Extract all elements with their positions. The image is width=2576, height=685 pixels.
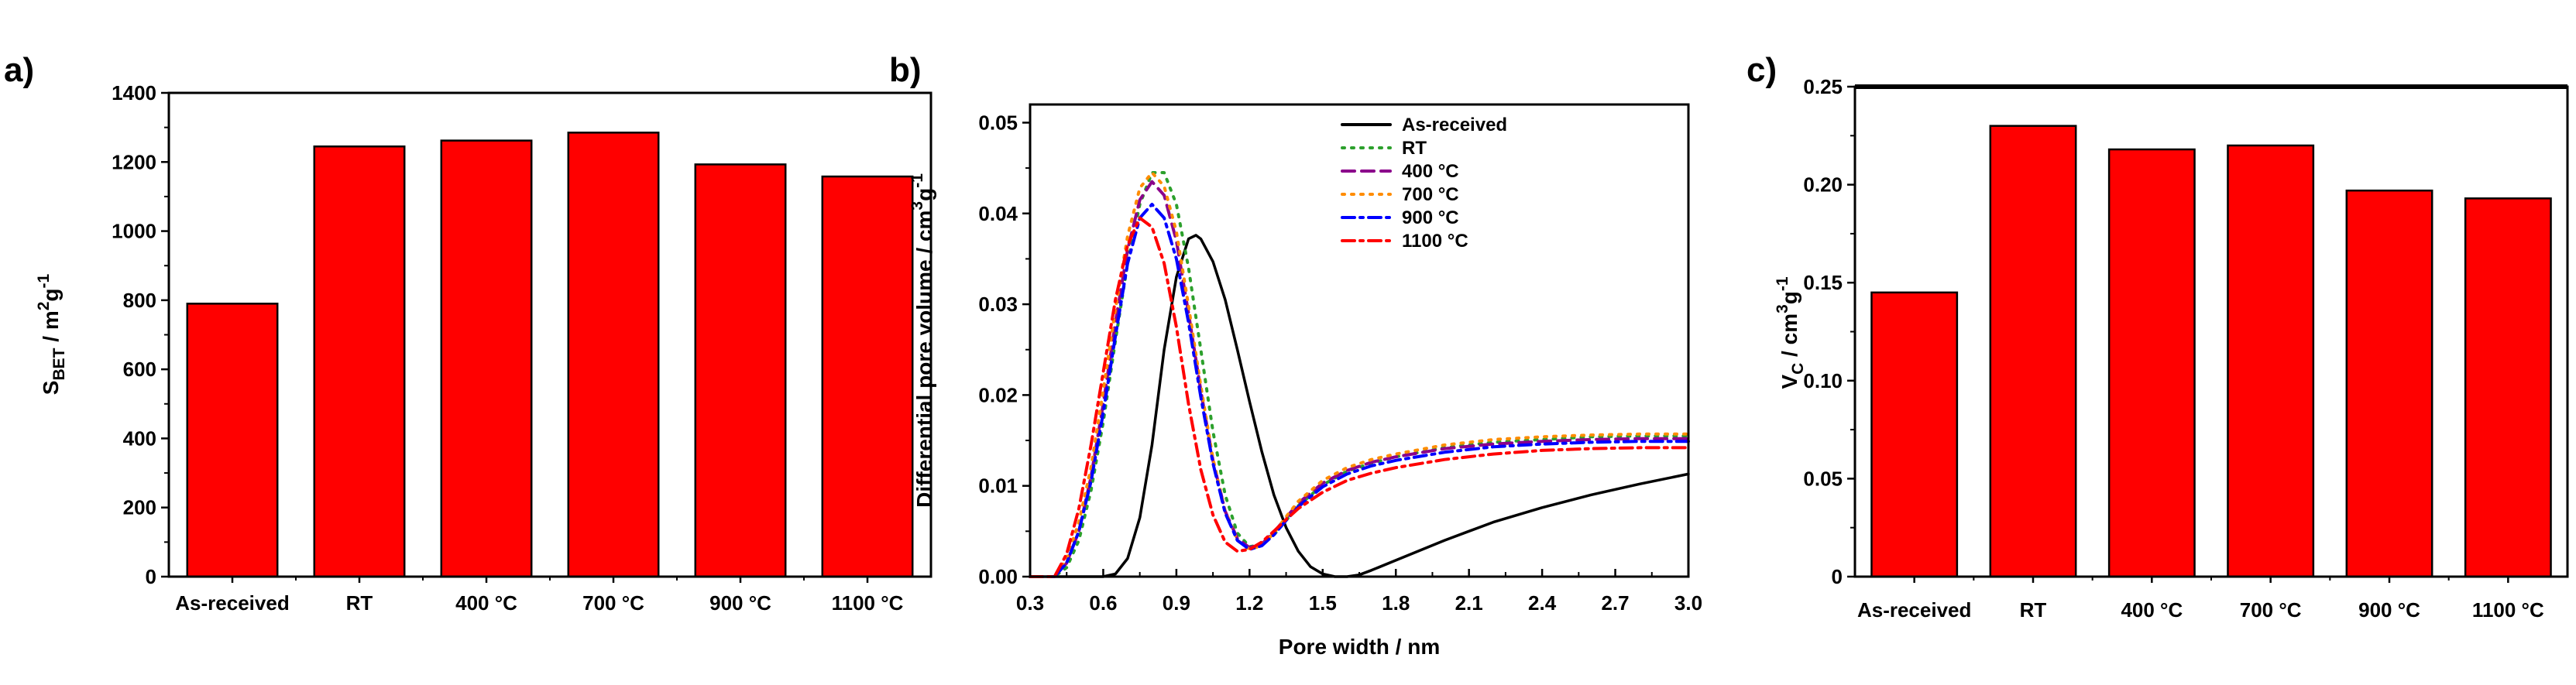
bar-700-c xyxy=(567,132,660,578)
y-tick-label: 0.25 xyxy=(1803,75,1843,98)
legend-label-900-c: 900 °C xyxy=(1402,207,1459,228)
x-tick-label: 1100 °C xyxy=(2472,598,2544,622)
x-tick-label: 1100 °C xyxy=(832,591,904,615)
y-tick-label: 0 xyxy=(1832,565,1843,588)
bar-rt xyxy=(313,145,406,578)
y-tick-label: 0.20 xyxy=(1803,173,1843,197)
y-tick-label: 400 xyxy=(123,426,156,450)
series-line-as-received xyxy=(1029,234,1690,578)
x-tick-label: 900 °C xyxy=(2358,598,2420,622)
y-tick-label: 0.01 xyxy=(978,474,1018,498)
x-tick-label: 2.7 xyxy=(1601,591,1629,615)
x-tick-label: As-received xyxy=(175,591,289,615)
x-tick-label: 400 °C xyxy=(455,591,517,615)
panel-b-x-axis-label: Pore width / nm xyxy=(1279,635,1440,659)
y-tick-label: 600 xyxy=(123,358,156,381)
legend-label-rt: RT xyxy=(1402,138,1427,159)
y-tick-label: 1000 xyxy=(112,220,156,243)
bar-as-received xyxy=(1870,291,1959,578)
legend-label-1100-c: 1100 °C xyxy=(1402,231,1468,252)
x-tick-label: 1.5 xyxy=(1309,591,1337,615)
y-tick-label: 0.03 xyxy=(978,293,1018,316)
x-tick-label: 3.0 xyxy=(1674,591,1702,615)
panel-b-frame xyxy=(1029,103,1690,578)
bar-rt xyxy=(1989,125,2077,578)
y-tick-label: 800 xyxy=(123,289,156,312)
x-tick-label: 900 °C xyxy=(709,591,771,615)
y-tick-label: 1200 xyxy=(112,150,156,173)
bar-900-c xyxy=(694,163,787,578)
x-tick-label: 700 °C xyxy=(582,591,644,615)
y-tick-label: 0 xyxy=(146,565,156,588)
panel-c-frame xyxy=(1853,85,2569,578)
bar-900-c xyxy=(2345,189,2433,578)
series-line-700-c xyxy=(1029,171,1690,578)
y-tick-label: 1400 xyxy=(112,81,156,104)
legend-label-700-c: 700 °C xyxy=(1402,184,1459,205)
panel-a-y-axis-label: SBET / m2g-1 xyxy=(35,273,68,395)
y-tick-label: 200 xyxy=(123,496,156,519)
panel-c: c) 0 0.05 0.10 0.15 0.20 0.25 As-received RT 40… xyxy=(1747,51,2569,622)
x-tick-label: As-received xyxy=(1857,598,1971,622)
x-tick-label: 0.6 xyxy=(1089,591,1117,615)
x-tick-label: 0.9 xyxy=(1163,591,1190,615)
x-tick-label: RT xyxy=(346,591,373,615)
bar-400-c xyxy=(2107,148,2196,578)
x-tick-label: 400 °C xyxy=(2121,598,2183,622)
panel-a-label: a) xyxy=(4,51,34,89)
x-tick-label: 0.3 xyxy=(1016,591,1044,615)
x-tick-label: RT xyxy=(2020,598,2047,622)
panel-a: a) 0 200 400 600 800 1000 1200 1400 As-received… xyxy=(4,51,933,615)
bar-1100-c xyxy=(821,175,914,578)
panel-b: b) 0.00 0.01 0.02 0.03 0.04 0.05 0.3 0.6 0.9 1.2… xyxy=(889,51,1702,659)
panel-b-label: b) xyxy=(889,51,922,89)
legend-label-as-received: As-received xyxy=(1402,115,1507,135)
bar-as-received xyxy=(186,303,279,578)
panel-c-label: c) xyxy=(1747,51,1777,89)
y-tick-label: 0.05 xyxy=(978,111,1018,134)
panel-c-y-axis-label: VC / cm3g-1 xyxy=(1774,276,1807,389)
bar-1100-c xyxy=(2464,197,2552,578)
x-tick-label: 2.1 xyxy=(1455,591,1483,615)
y-tick-label: 0.10 xyxy=(1803,369,1843,392)
y-tick-label: 0.05 xyxy=(1803,467,1843,490)
panel-a-frame xyxy=(167,91,933,578)
y-tick-label: 0.02 xyxy=(978,383,1018,406)
x-tick-label: 1.8 xyxy=(1382,591,1410,615)
panel-b-y-axis-label: Differential pore volume / cm3g-1 xyxy=(908,173,936,508)
y-tick-label: 0.15 xyxy=(1803,271,1843,294)
series-line-900-c xyxy=(1029,203,1690,578)
series-line-1100-c xyxy=(1029,216,1690,578)
y-tick-label: 0.00 xyxy=(978,565,1018,588)
y-tick-label: 0.04 xyxy=(978,202,1018,225)
bar-700-c xyxy=(2227,144,2315,578)
bar-400-c xyxy=(440,139,533,578)
series-line-rt xyxy=(1029,171,1690,578)
x-tick-label: 700 °C xyxy=(2240,598,2302,622)
x-tick-label: 1.2 xyxy=(1235,591,1263,615)
x-tick-label: 2.4 xyxy=(1528,591,1557,615)
legend-label-400-c: 400 °C xyxy=(1402,161,1459,182)
